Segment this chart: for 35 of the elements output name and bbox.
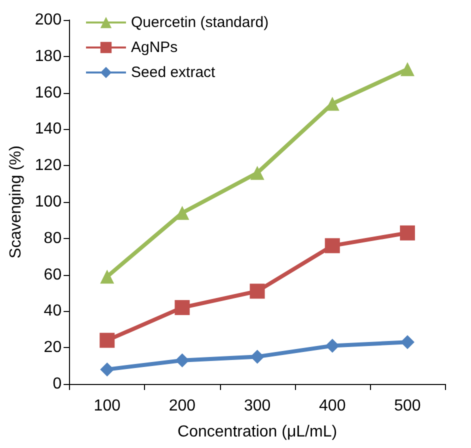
y-tick-label: 120 bbox=[34, 157, 62, 174]
y-tick-label: 0 bbox=[52, 376, 62, 392]
x-axis-title: Concentration (μL/mL) bbox=[178, 424, 338, 440]
x-tick-label: 300 bbox=[244, 398, 271, 414]
x-tick-label: 200 bbox=[168, 398, 196, 414]
x-tick-label: 400 bbox=[319, 398, 346, 414]
point bbox=[250, 166, 264, 180]
point bbox=[100, 362, 114, 376]
point bbox=[250, 350, 264, 364]
legend-label: Quercetin (standard) bbox=[131, 14, 269, 31]
point bbox=[250, 284, 265, 299]
legend-label: Seed extract bbox=[131, 64, 216, 81]
x-tick-label: 100 bbox=[94, 398, 121, 414]
point bbox=[100, 332, 115, 348]
point bbox=[400, 225, 415, 240]
y-tick-label: 100 bbox=[34, 194, 62, 210]
y-tick-label: 80 bbox=[44, 230, 62, 247]
y-tick-label: 40 bbox=[44, 302, 62, 320]
y-tick-label: 180 bbox=[34, 48, 62, 65]
point bbox=[175, 353, 190, 368]
point bbox=[100, 270, 114, 284]
point bbox=[400, 62, 414, 76]
point bbox=[174, 300, 190, 316]
y-tick-label: 140 bbox=[34, 120, 62, 138]
point bbox=[325, 338, 340, 353]
y-tick-label: 20 bbox=[44, 339, 62, 356]
y-tick-label: 200 bbox=[34, 12, 62, 28]
x-tick-label: 500 bbox=[394, 398, 421, 414]
legend-label: AgNPs bbox=[131, 39, 178, 56]
point bbox=[400, 335, 414, 350]
point bbox=[175, 206, 190, 220]
y-axis-title: Scavenging (%) bbox=[8, 146, 24, 258]
y-tick-label: 160 bbox=[34, 84, 62, 102]
point bbox=[324, 238, 340, 254]
y-tick-label: 60 bbox=[44, 266, 62, 284]
